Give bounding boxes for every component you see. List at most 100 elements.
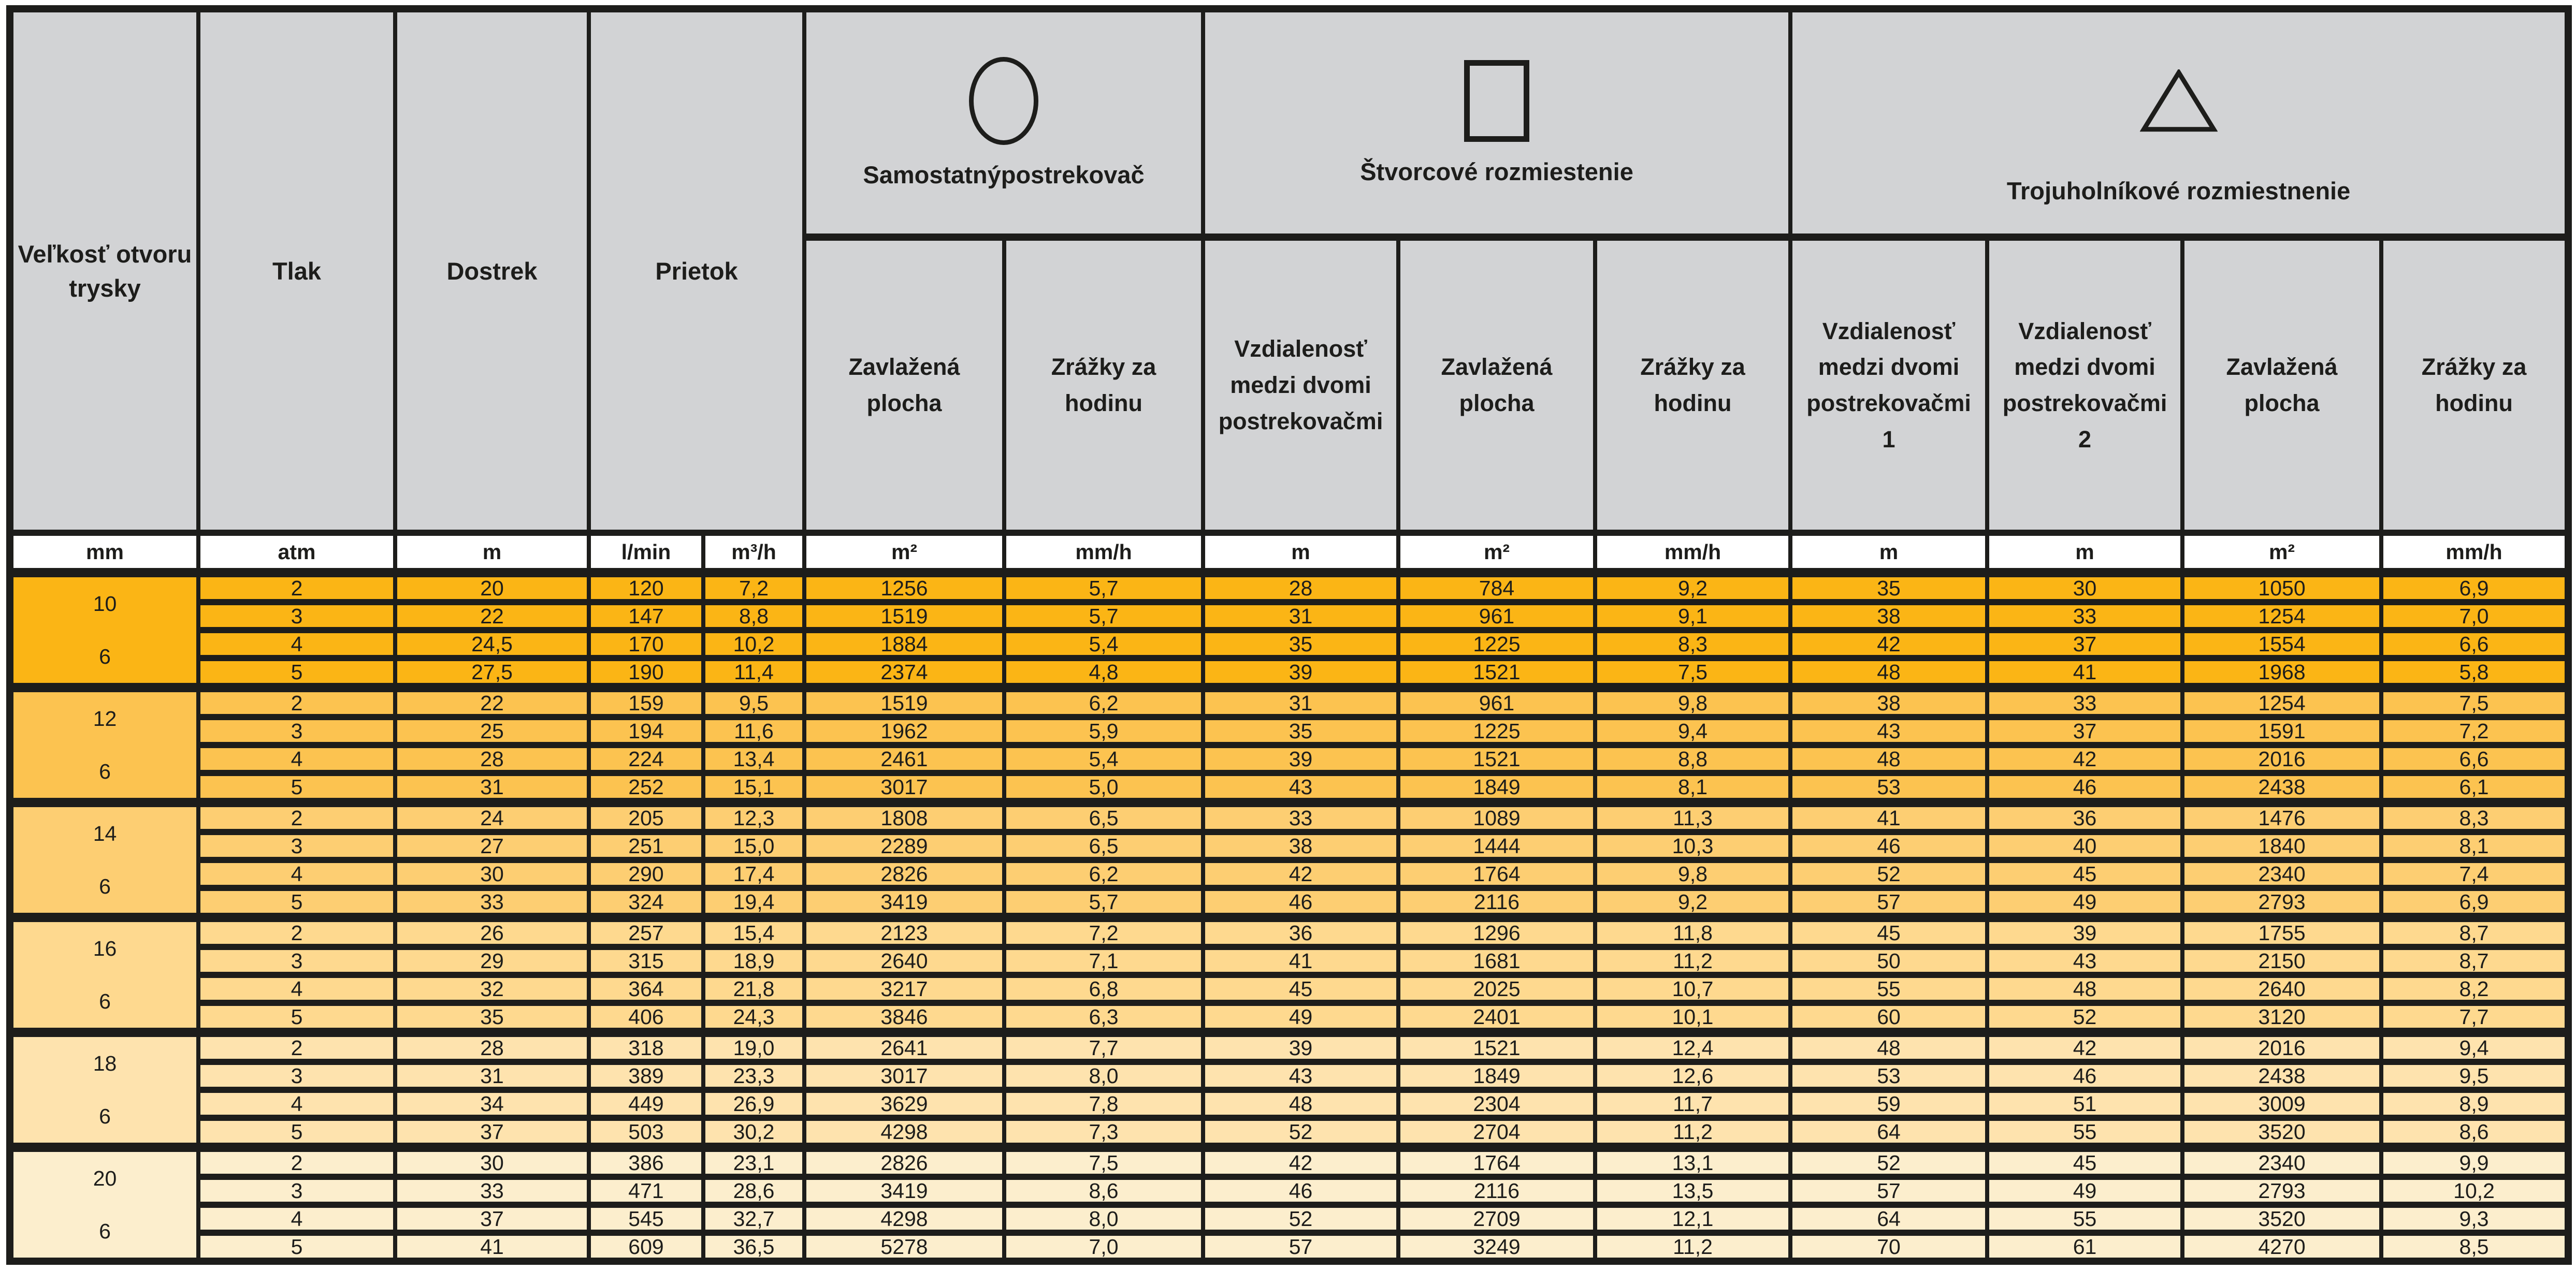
unit-cell: m [1201, 530, 1401, 577]
data-cell: 449 [587, 1087, 705, 1121]
subcol-distance-between-sprinklers-1: Vzdialenosť medzi dvomi postrekovačmi 1 [1788, 233, 1990, 536]
nozzle-main-size: 16 [93, 936, 117, 960]
data-cell: 471 [587, 1174, 705, 1208]
data-cell: 30 [393, 1143, 591, 1180]
data-cell: 1968 [2180, 655, 2384, 691]
data-cell: 5278 [802, 1230, 1006, 1264]
data-cell: 39 [1201, 742, 1401, 776]
data-cell: 37 [1985, 627, 2185, 661]
data-cell: 10,2 [2379, 1174, 2571, 1208]
data-cell: 1444 [1396, 829, 1598, 863]
table-row: 5 37 503 30,2 4298 7,3 52 2704 11,2 64 55 3520 8,6 [10, 1115, 2571, 1150]
data-cell: 170 [587, 627, 705, 661]
data-cell: 64 [1788, 1202, 1990, 1236]
table-row: 4 28 224 13,4 2461 5,4 39 1521 8,8 48 42 2016 6,6 [10, 742, 2571, 776]
data-cell: 9,2 [1593, 885, 1793, 921]
data-cell: 6,3 [1002, 1000, 1206, 1035]
group-title-row: Veľkosť otvoru trysky Tlak Dostrek Priet… [8, 5, 2571, 536]
data-cell: 9,4 [1593, 714, 1793, 748]
data-cell: 2 [196, 913, 397, 950]
table-row: 4 32 364 21,8 3217 6,8 45 2025 10,7 55 48 2640 8,2 [10, 972, 2571, 1006]
data-cell: 11,8 [1593, 913, 1793, 950]
table-row: 10 6 2 20 120 7,2 1256 5,7 28 784 9,2 35 30 1050 6,9 [8, 568, 2571, 691]
triangle-icon [2139, 41, 2218, 161]
nozzle-secondary-size: 6 [99, 644, 111, 668]
table-row: 14 6 2 24 205 12,3 1808 6,5 33 1089 11,3 41 36 1476 8,… [8, 798, 2571, 921]
nozzle-size-cell: 14 6 [8, 798, 200, 921]
data-cell: 7,2 [1002, 913, 1206, 950]
data-cell: 37 [1985, 714, 2185, 748]
data-cell: 8,3 [1593, 627, 1793, 661]
data-cell: 5,4 [1002, 742, 1206, 776]
data-cell: 35 [1201, 714, 1401, 748]
unit-cell: m³/h [701, 530, 806, 577]
data-cell: 8,5 [2379, 1230, 2571, 1264]
data-cell: 5 [196, 1230, 397, 1264]
data-cell: 252 [587, 770, 705, 806]
data-cell: 961 [1396, 683, 1598, 720]
data-cell: 9,5 [2379, 1059, 2571, 1093]
data-cell: 30 [1985, 568, 2185, 605]
data-cell: 9,1 [1593, 599, 1793, 633]
data-cell: 24,5 [393, 627, 591, 661]
data-cell: 23,3 [701, 1059, 806, 1093]
data-cell: 2709 [1396, 1202, 1598, 1236]
sprinkler-spec-table: Veľkosť otvoru trysky Tlak Dostrek Priet… [6, 5, 2572, 1265]
data-cell: 3120 [2180, 1000, 2384, 1035]
data-cell: 3 [196, 714, 397, 748]
data-cell: 1254 [2180, 683, 2384, 720]
data-cell: 31 [393, 770, 591, 806]
data-cell: 13,4 [701, 742, 806, 776]
data-cell: 7,3 [1002, 1115, 1206, 1150]
data-cell: 2438 [2180, 1059, 2384, 1093]
nozzle-size-cell: 16 6 [8, 913, 200, 1035]
data-cell: 3217 [802, 972, 1006, 1006]
data-cell: 52 [1201, 1115, 1401, 1150]
nozzle-size-cell: 10 6 [8, 568, 200, 691]
square-icon [1464, 60, 1530, 142]
data-cell: 35 [1201, 627, 1401, 661]
data-cell: 12,4 [1593, 1028, 1793, 1065]
data-cell: 22 [393, 683, 591, 720]
data-cell: 9,3 [2379, 1202, 2571, 1236]
data-cell: 53 [1788, 770, 1990, 806]
data-cell: 19,4 [701, 885, 806, 921]
data-cell: 147 [587, 599, 705, 633]
data-cell: 5,7 [1002, 568, 1206, 605]
data-cell: 45 [1788, 913, 1990, 950]
data-cell: 2289 [802, 829, 1006, 863]
data-cell: 39 [1201, 655, 1401, 691]
data-cell: 46 [1985, 770, 2185, 806]
data-cell: 52 [1788, 857, 1990, 891]
subcol-irrigated-area: Zavlažená plocha [2180, 233, 2384, 536]
data-cell: 7,5 [1002, 1143, 1206, 1180]
data-cell: 41 [393, 1230, 591, 1264]
data-cell: 39 [1201, 1028, 1401, 1065]
data-cell: 6,6 [2379, 742, 2571, 776]
data-cell: 36 [1985, 798, 2185, 835]
data-cell: 42 [1985, 1028, 2185, 1065]
data-cell: 2826 [802, 857, 1006, 891]
nozzle-main-size: 20 [93, 1166, 117, 1190]
data-cell: 961 [1396, 599, 1598, 633]
unit-cell: mm/h [1002, 530, 1206, 577]
data-cell: 52 [1788, 1143, 1990, 1180]
group-header-content: Samostatnýpostrekovač [808, 16, 1199, 231]
data-cell: 8,7 [2379, 913, 2571, 950]
data-cell: 43 [1788, 714, 1990, 748]
data-cell: 8,7 [2379, 944, 2571, 978]
data-cell: 50 [1788, 944, 1990, 978]
data-cell: 3419 [802, 885, 1006, 921]
data-cell: 2826 [802, 1143, 1006, 1180]
data-cell: 609 [587, 1230, 705, 1264]
nozzle-secondary-size: 6 [99, 759, 111, 783]
data-cell: 6,2 [1002, 857, 1206, 891]
data-cell: 2340 [2180, 857, 2384, 891]
data-cell: 10,7 [1593, 972, 1793, 1006]
data-cell: 30,2 [701, 1115, 806, 1150]
data-cell: 224 [587, 742, 705, 776]
data-cell: 19,0 [701, 1028, 806, 1065]
data-cell: 21,8 [701, 972, 806, 1006]
table-row: 12 6 2 22 159 9,5 1519 6,2 31 961 9,8 38 33 1254 7,5 [8, 683, 2571, 806]
data-cell: 17,4 [701, 857, 806, 891]
